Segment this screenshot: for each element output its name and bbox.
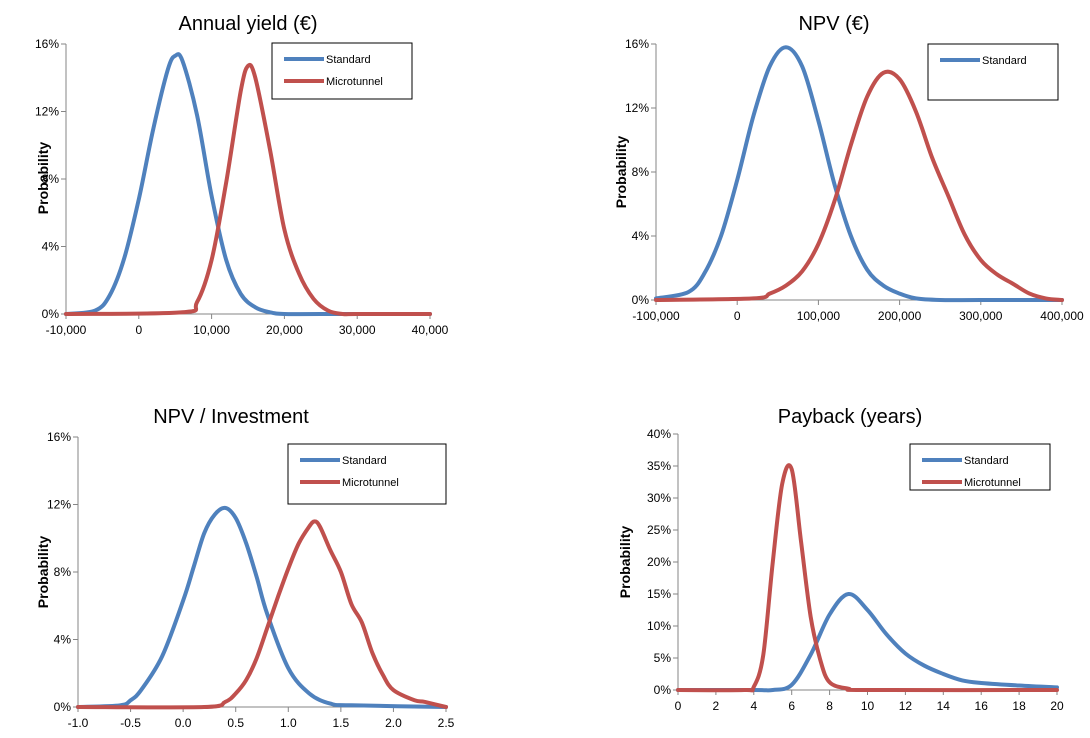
chart-2: NPV (€) Probability 0% 4% 8% 12% 16% -100,000 0 1… [613,13,1084,323]
y-tick-label: 16% [35,37,59,51]
chart-4: Payback (years) Probability 0% 5% 10% 15% 20% 2… [617,406,1064,713]
x-tick-label: 2.5 [438,716,455,730]
y-tick-label: 16% [625,37,649,51]
x-tick-label: 10,000 [193,323,230,337]
chart-title: NPV (€) [798,13,869,35]
x-tick-label: -1.0 [68,716,89,730]
y-tick-label: 0% [632,293,650,307]
chart-title: Annual yield (€) [179,13,318,35]
y-tick-label: 15% [647,587,671,601]
x-tick-label: 0 [675,699,682,713]
y-tick-label: 0% [654,683,672,697]
x-tick-label: 300,000 [959,309,1003,323]
legend-label-standard: Standard [964,455,1009,467]
x-tick-label: 40,000 [412,323,449,337]
series-line-microtunnel [64,62,432,317]
legend-label-microtunnel: Microtunnel [964,477,1021,489]
y-tick-label: 0% [42,307,60,321]
x-tick-label: 14 [937,699,951,713]
x-tick-label: 2 [713,699,720,713]
legend-box [287,443,447,505]
x-tick-label: -10,000 [46,323,87,337]
y-tick-label: 4% [54,633,72,647]
x-tick-label: 100,000 [797,309,841,323]
y-axis-label: Probability [613,136,629,209]
legend-label-standard: Standard [342,455,387,467]
x-tick-label: 12 [899,699,913,713]
x-tick-label: 400,000 [1040,309,1084,323]
y-tick-label: 12% [47,498,71,512]
y-tick-label: 12% [625,101,649,115]
y-tick-label: 4% [632,229,650,243]
legend-box [271,42,413,100]
legend: Standard [927,43,1059,101]
x-tick-label: 20 [1050,699,1064,713]
x-tick-label: 1.5 [333,716,350,730]
y-tick-label: 30% [647,491,671,505]
x-tick-label: 18 [1012,699,1026,713]
y-tick-label: 0% [54,700,72,714]
chart-3: NPV / Investment Probability 0% 4% 8% 12% 16% -… [35,406,455,730]
series-line-microtunnel [76,519,448,710]
y-tick-label: 25% [647,523,671,537]
x-tick-label: 0 [135,323,142,337]
chart-1: Annual yield (€) Probability 0% 4% 8% 12% 16% -… [35,13,449,337]
x-tick-label: 10 [861,699,875,713]
x-tick-label: 8 [826,699,833,713]
legend-label-microtunnel: Microtunnel [342,477,399,489]
y-tick-label: 10% [647,619,671,633]
x-tick-label: 2.0 [385,716,402,730]
series-line-standard [64,52,432,317]
legend: Standard Microtunnel [909,443,1051,491]
legend: Standard Microtunnel [287,443,447,505]
y-tick-label: 8% [54,565,72,579]
y-tick-label: 16% [47,430,71,444]
chart-title: Payback (years) [778,406,923,428]
x-tick-label: -100,000 [632,309,680,323]
x-tick-label: 200,000 [878,309,922,323]
y-axis-label: Probability [35,536,51,609]
series-line-standard [76,505,448,709]
x-tick-label: 1.0 [280,716,297,730]
y-tick-label: 35% [647,459,671,473]
legend-label-microtunnel: Microtunnel [326,76,383,88]
y-tick-label: 40% [647,427,671,441]
y-tick-label: 8% [42,172,60,186]
y-axis-label: Probability [35,142,51,215]
legend: Standard Microtunnel [271,42,413,100]
x-tick-label: 30,000 [339,323,376,337]
series-line-microtunnel [676,463,1059,693]
x-tick-label: 0.0 [175,716,192,730]
y-axis-label: Probability [617,526,633,599]
x-tick-label: 0 [734,309,741,323]
x-tick-label: 4 [750,699,757,713]
series-line-standard [654,45,1064,303]
x-tick-label: -0.5 [120,716,141,730]
y-tick-label: 5% [654,651,672,665]
series-line-unnamed [654,69,1064,302]
legend-label-standard: Standard [982,55,1027,67]
y-tick-label: 4% [42,240,60,254]
y-tick-label: 20% [647,555,671,569]
x-tick-label: 0.5 [227,716,244,730]
y-tick-label: 8% [632,165,650,179]
legend-label-standard: Standard [326,54,371,66]
x-tick-label: 6 [788,699,795,713]
x-tick-label: 20,000 [266,323,303,337]
chart-title: NPV / Investment [153,406,309,428]
legend-box [927,43,1059,101]
y-tick-label: 12% [35,105,59,119]
x-tick-label: 16 [975,699,989,713]
series-line-standard [676,592,1059,693]
